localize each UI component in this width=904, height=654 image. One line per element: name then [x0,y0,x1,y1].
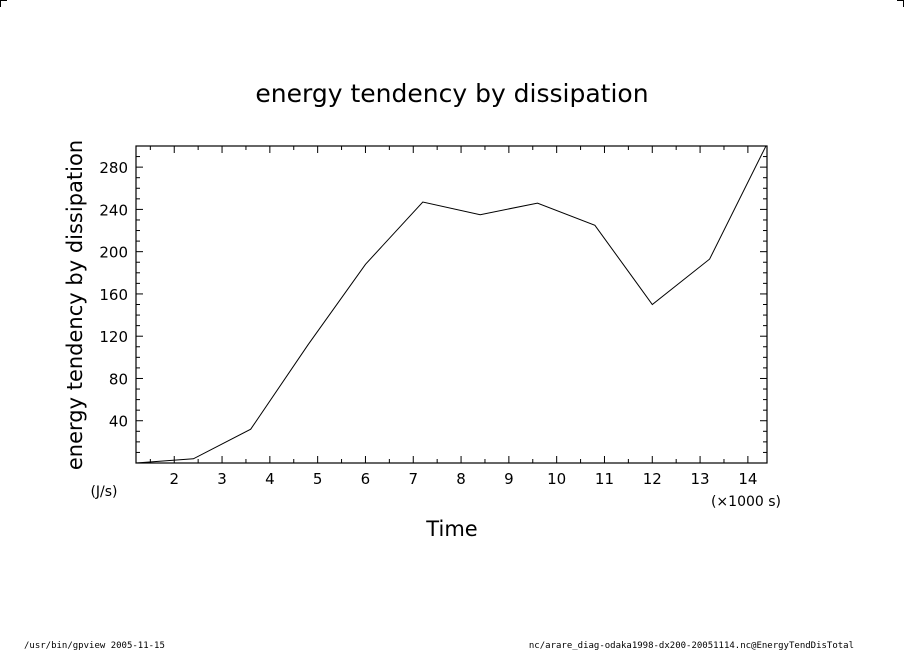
y-tick-label: 120 [99,328,128,346]
x-tick-label: 5 [313,470,323,488]
chart-title: energy tendency by dissipation [255,79,648,108]
x-tick-label: 2 [169,470,179,488]
y-axis-ticks: 40 80 120 160 200 240 280 [99,156,767,453]
x-tick-label: 14 [738,470,757,488]
y-tick-label: 160 [99,286,128,304]
x-tick-label: 7 [408,470,418,488]
x-tick-label: 10 [547,470,566,488]
x-tick-label: 3 [217,470,227,488]
y-tick-label: 280 [99,159,128,177]
x-tick-label: 11 [595,470,614,488]
y-axis-unit: (J/s) [90,484,117,500]
series-layer [136,146,767,463]
y-axis-label: energy tendency by dissipation [63,140,87,470]
x-tick-label: 13 [691,470,710,488]
y-tick-label: 80 [109,370,128,388]
x-axis-unit: (×1000 s) [711,494,781,510]
y-tick-label: 240 [99,201,128,219]
x-tick-label: 12 [643,470,662,488]
y-tick-label: 200 [99,244,128,262]
series-line [136,146,767,463]
plot-frame [135,145,768,464]
footer-right: nc/arare_diag-odaka1998-dx200-20051114.n… [528,641,854,651]
y-tick-label: 40 [109,413,128,431]
x-tick-label: 4 [265,470,275,488]
corner-mark-left [0,0,7,7]
x-tick-label: 9 [504,470,514,488]
footer-left: /usr/bin/gpview 2005-11-15 [24,641,165,651]
x-axis-ticks: 2 3 4 5 6 7 8 9 10 11 12 13 14 [149,146,757,488]
x-axis-label: Time [425,517,477,541]
x-tick-label: 8 [456,470,466,488]
corner-mark-right [897,0,904,7]
x-tick-label: 6 [361,470,371,488]
